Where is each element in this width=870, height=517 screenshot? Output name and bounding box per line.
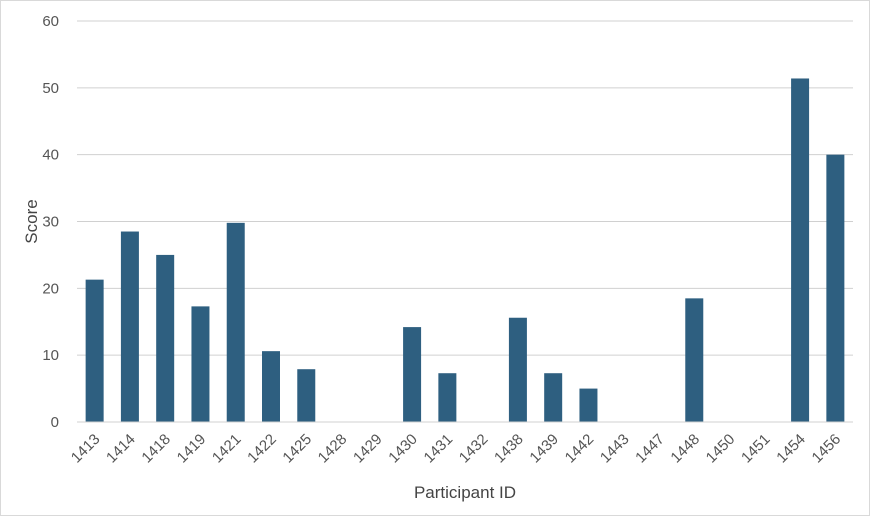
bars — [85, 78, 845, 422]
bar-1454 — [791, 78, 810, 422]
x-tick-label: 1422 — [244, 431, 280, 467]
grid-lines — [77, 20, 853, 356]
x-tick-label: 1428 — [315, 431, 351, 467]
x-tick-label: 1418 — [138, 431, 174, 467]
x-tick-label: 1429 — [350, 431, 386, 467]
bar-1421 — [226, 222, 245, 422]
bar-1431 — [438, 373, 457, 422]
bar-1448 — [685, 298, 704, 422]
x-tick-label: 1419 — [174, 431, 210, 467]
y-tick-label: 0 — [51, 414, 59, 431]
bar-1438 — [508, 317, 527, 422]
x-axis-title: Participant ID — [414, 483, 516, 502]
x-tick-label: 1438 — [491, 431, 527, 467]
bar-1430 — [403, 327, 422, 422]
x-tick-label: 1430 — [385, 431, 421, 467]
bar-1422 — [262, 351, 280, 422]
x-tick-label: 1447 — [632, 431, 668, 467]
y-tick-label: 40 — [42, 147, 59, 164]
x-tick-label: 1450 — [703, 431, 739, 467]
x-tick-label: 1439 — [526, 431, 562, 467]
x-tick-label: 1413 — [68, 431, 104, 467]
bar-1425 — [297, 369, 316, 422]
bar-1414 — [120, 231, 139, 422]
x-tick-label: 1431 — [421, 431, 457, 467]
y-tick-label: 60 — [42, 13, 59, 30]
x-tick-label: 1414 — [103, 431, 139, 467]
y-tick-label: 20 — [42, 280, 59, 297]
y-tick-labels: 0 10 20 30 40 50 60 — [42, 13, 59, 431]
bar-1456 — [826, 154, 845, 422]
bar-1413 — [85, 279, 104, 422]
bar-1419 — [191, 306, 210, 422]
x-tick-label: 1421 — [209, 431, 245, 467]
x-tick-label: 1443 — [597, 431, 633, 467]
y-tick-label: 30 — [42, 214, 59, 231]
x-tick-label: 1432 — [456, 431, 492, 467]
bar-1439 — [544, 373, 563, 422]
bar-1418 — [156, 254, 175, 422]
bar-1442 — [579, 388, 598, 422]
x-tick-label: 1454 — [773, 431, 809, 467]
x-tick-label: 1425 — [279, 431, 315, 467]
x-tick-labels: 1413 1414 1418 1419 1421 1422 1425 1428 1429 1430… — [68, 431, 844, 467]
y-tick-label: 10 — [42, 347, 59, 364]
x-tick-label: 1442 — [562, 431, 598, 467]
y-axis-title: Score — [22, 199, 41, 243]
x-tick-label: 1451 — [738, 431, 774, 467]
y-tick-label: 50 — [42, 80, 59, 97]
x-tick-label: 1448 — [667, 431, 703, 467]
x-tick-label: 1456 — [809, 431, 845, 467]
